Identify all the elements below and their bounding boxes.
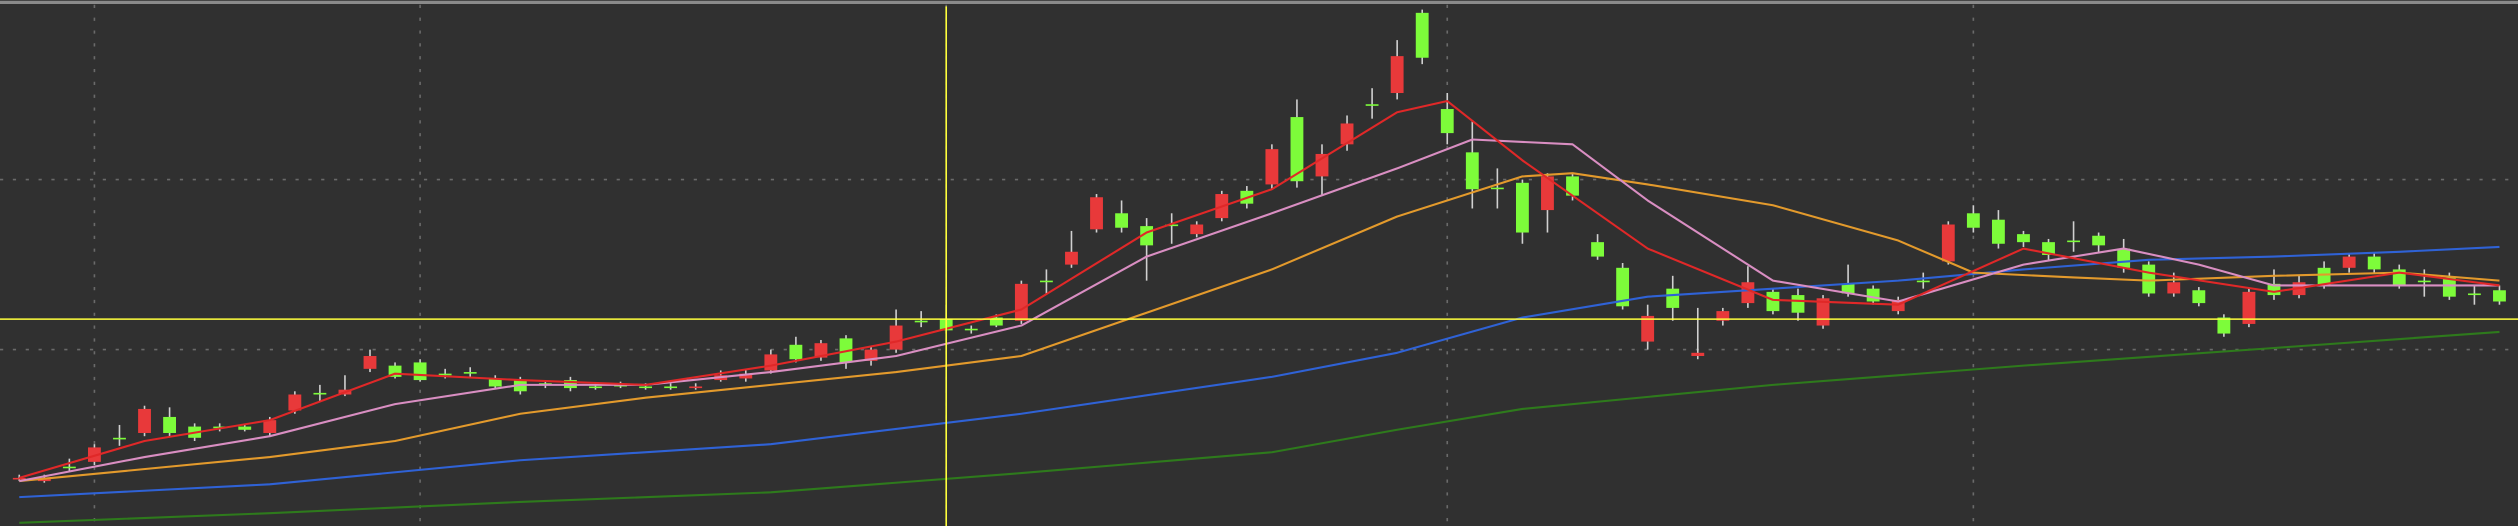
candle-body [1265,149,1279,185]
candle-body [413,362,427,381]
candle-body [2442,277,2456,297]
candle-body [1841,283,1855,294]
candle-body [363,356,377,369]
candle-body [1916,280,1930,283]
candle-body [1290,117,1304,182]
candle-body [1541,176,1554,211]
candle-body [1966,213,1980,228]
candle-body [87,447,101,462]
candle-body [1340,123,1354,145]
candle-body [2092,235,2106,246]
candle-body [1866,288,1880,302]
candle-body [1991,219,2005,244]
candle-body [1490,187,1504,190]
candle-body [313,392,327,395]
candle-body [2167,282,2181,294]
candle-body [789,344,803,360]
candle-body [1591,242,1604,257]
candle-body [964,328,978,331]
candle-body [488,378,502,387]
candle-body [1390,56,1404,94]
candle-body [2267,283,2281,296]
candle-body [764,354,778,371]
candle-body [2242,291,2256,324]
candle-body [1165,224,1179,227]
candle-body [438,373,452,376]
candle-body [2317,267,2331,286]
candle-body [288,394,302,411]
moving-average-line [19,172,2500,483]
candle-body [589,386,602,389]
candle-body [1365,104,1379,106]
candle-body [238,426,252,430]
candle-body [864,349,878,361]
candle-body [2342,256,2356,268]
candle-body [989,317,1003,326]
candle-body [62,466,76,469]
candle-body [1941,224,1955,262]
candle-body [2017,234,2030,243]
candle-body [1641,315,1655,342]
candle-body [739,373,753,379]
candle-body [1741,282,1755,304]
candle-body [664,386,678,389]
candle-body [1415,12,1429,58]
candle-body [12,477,26,480]
candle-body [914,320,928,323]
candle-body [2367,256,2381,270]
candle-body [1666,288,1680,308]
moving-average-line [18,99,2500,479]
candle-body [689,386,703,389]
candle-body [2192,290,2206,304]
candle-body [2217,317,2231,334]
candle-body [163,416,177,433]
candle-body [113,437,126,440]
candle-body [2117,248,2131,268]
candle-body [2142,264,2156,294]
candle-body [1566,176,1579,196]
candle-body [639,386,653,389]
candle-body [263,420,277,433]
candle-body [463,372,477,374]
candle-body [1515,182,1529,233]
candle-body [1440,109,1454,134]
candle-body [814,343,828,358]
candle-body [2467,293,2481,296]
candle-body [2067,240,2080,243]
candle-body [1766,291,1780,312]
candle-body [1039,280,1053,283]
candle-body [1691,352,1705,357]
candle-body [1791,295,1805,313]
candle-body [1716,311,1730,321]
candle-body [1014,283,1028,321]
candle-body [889,325,903,350]
candle-body [1190,224,1204,235]
moving-average-line [19,330,2500,524]
candle-body [213,426,227,429]
candle-body [1065,251,1078,265]
moving-average-line [19,245,2500,499]
candle-body [2493,290,2506,302]
candle-body [138,408,151,433]
candle-body [1465,152,1479,190]
candle-body [1090,197,1103,230]
candle-body [1115,213,1128,228]
candle-body [2417,280,2431,283]
candle-body [1616,267,1630,307]
moving-average-line [19,138,2500,483]
candle-body [388,365,402,377]
